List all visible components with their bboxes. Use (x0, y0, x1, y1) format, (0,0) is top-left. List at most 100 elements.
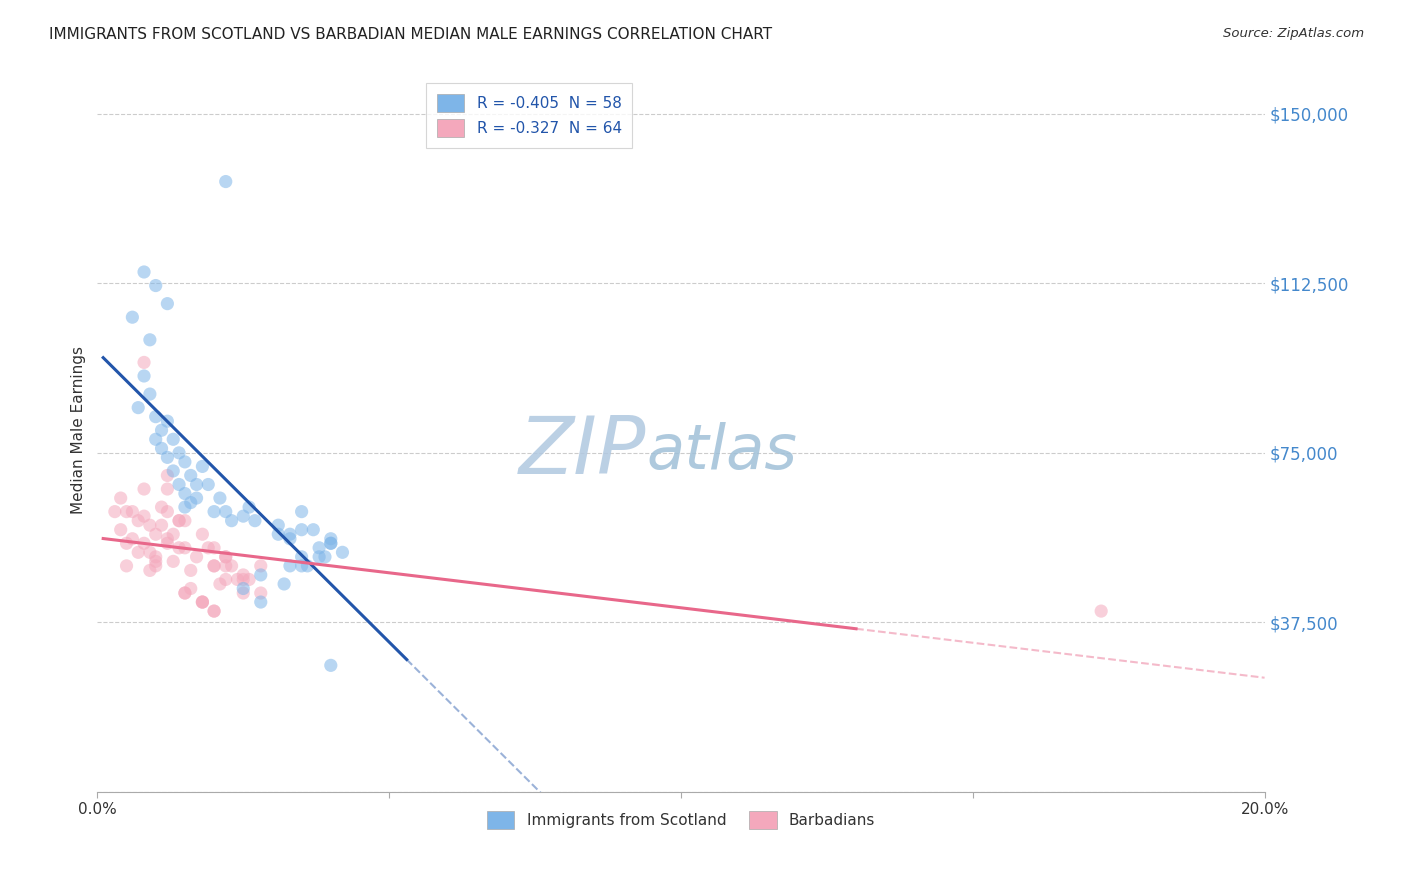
Point (132, 509, 155, 524)
Point (115, 536, 138, 550)
Point (145, 527, 167, 541)
Point (291, 558, 314, 573)
Point (291, 549, 314, 564)
Point (162, 527, 184, 541)
Point (104, 505, 127, 519)
Point (167, 514, 190, 528)
Point (174, 586, 197, 600)
Point (221, 558, 243, 573)
Point (278, 558, 301, 573)
Point (232, 582, 254, 596)
Point (127, 545, 149, 559)
Point (156, 414, 179, 428)
Point (191, 459, 214, 474)
Point (139, 333, 162, 347)
Point (180, 582, 202, 596)
Text: Source: ZipAtlas.com: Source: ZipAtlas.com (1223, 27, 1364, 40)
Point (202, 604, 225, 618)
Point (174, 486, 197, 500)
Text: ZIP: ZIP (519, 413, 645, 491)
Point (180, 468, 202, 483)
Point (156, 532, 179, 546)
Point (243, 514, 266, 528)
Point (226, 573, 249, 587)
Point (249, 586, 271, 600)
Point (174, 455, 197, 469)
Point (191, 595, 214, 609)
Point (308, 541, 330, 555)
Point (1090, 604, 1112, 618)
Point (302, 523, 325, 537)
Point (215, 549, 238, 564)
Point (208, 577, 231, 591)
Point (314, 549, 336, 564)
Point (132, 265, 155, 279)
Point (162, 554, 184, 568)
Point (202, 604, 225, 618)
Point (174, 586, 197, 600)
Point (115, 558, 138, 573)
Point (232, 509, 254, 524)
Point (167, 446, 190, 460)
Point (174, 514, 197, 528)
Point (202, 541, 225, 555)
Point (110, 523, 132, 537)
Point (139, 563, 162, 577)
Text: IMMIGRANTS FROM SCOTLAND VS BARBADIAN MEDIAN MALE EARNINGS CORRELATION CHART: IMMIGRANTS FROM SCOTLAND VS BARBADIAN ME… (49, 27, 772, 42)
Point (156, 468, 179, 483)
Point (186, 477, 208, 491)
Legend: Immigrants from Scotland, Barbadians: Immigrants from Scotland, Barbadians (481, 805, 882, 835)
Point (297, 558, 319, 573)
Point (267, 527, 290, 541)
Point (215, 558, 238, 573)
Point (232, 568, 254, 582)
Point (215, 175, 238, 189)
Point (156, 482, 179, 496)
Point (273, 577, 295, 591)
Point (139, 387, 162, 401)
Point (167, 477, 190, 491)
Point (156, 296, 179, 310)
Point (132, 536, 155, 550)
Point (156, 536, 179, 550)
Point (132, 482, 155, 496)
Point (150, 500, 173, 515)
Point (319, 658, 342, 673)
Point (238, 573, 260, 587)
Point (162, 432, 184, 446)
Point (174, 500, 197, 515)
Point (191, 527, 214, 541)
Point (215, 549, 238, 564)
Point (238, 500, 260, 515)
Point (267, 518, 290, 533)
Point (249, 568, 271, 582)
Point (150, 518, 173, 533)
Point (215, 573, 238, 587)
Point (139, 518, 162, 533)
Point (319, 536, 342, 550)
Y-axis label: Median Male Earnings: Median Male Earnings (72, 346, 86, 515)
Point (249, 558, 271, 573)
Point (174, 541, 197, 555)
Point (156, 505, 179, 519)
Point (191, 595, 214, 609)
Point (145, 549, 167, 564)
Point (232, 573, 254, 587)
Point (221, 514, 243, 528)
Point (319, 536, 342, 550)
Point (145, 554, 167, 568)
Point (121, 505, 143, 519)
Point (215, 505, 238, 519)
Point (186, 549, 208, 564)
Text: atlas: atlas (645, 422, 797, 482)
Point (332, 545, 354, 559)
Point (127, 514, 149, 528)
Point (208, 491, 231, 505)
Point (291, 523, 314, 537)
Point (291, 505, 314, 519)
Point (249, 595, 271, 609)
Point (127, 401, 149, 415)
Point (202, 505, 225, 519)
Point (156, 450, 179, 465)
Point (167, 514, 190, 528)
